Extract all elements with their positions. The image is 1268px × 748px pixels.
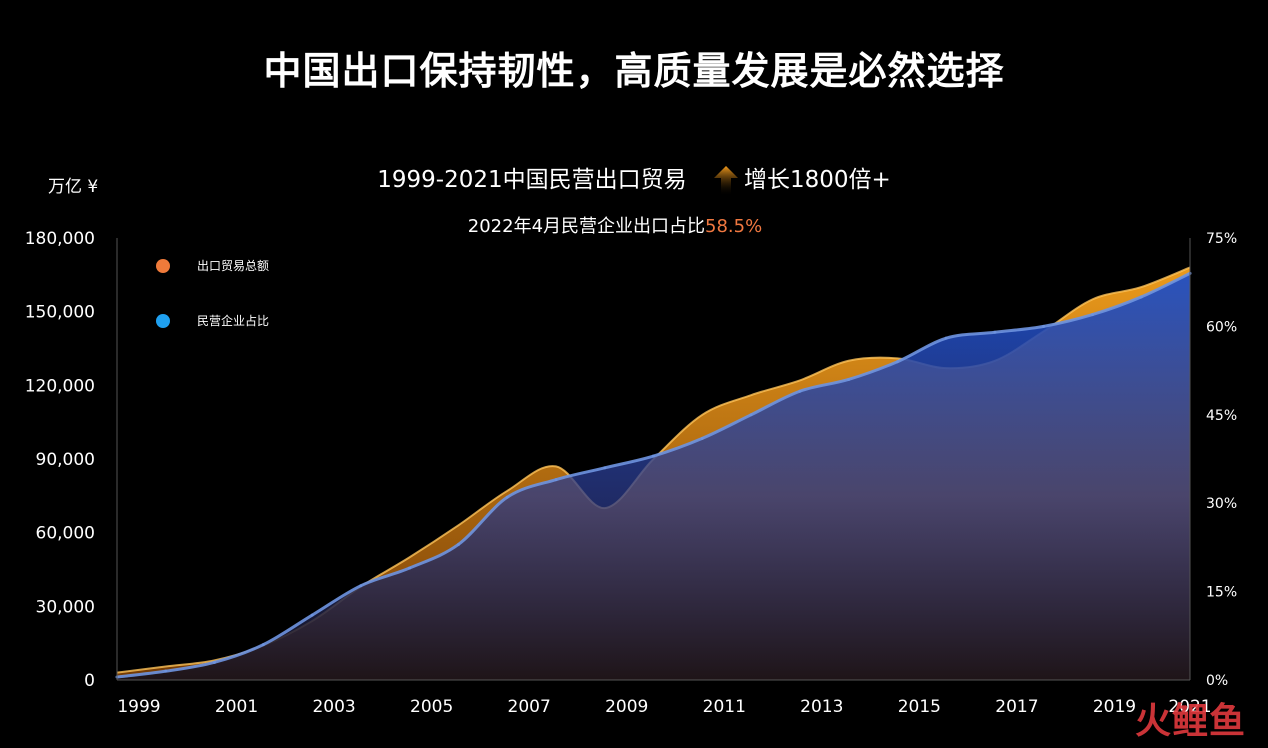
- right-tick-label: 0%: [1206, 673, 1228, 689]
- x-tick-label: 2003: [312, 697, 355, 717]
- share-note-label: 2022年4月民营企业出口占比: [467, 216, 706, 237]
- x-tick-label: 2007: [508, 697, 551, 717]
- left-tick-label: 180,000: [25, 229, 95, 249]
- subtitle-main: 1999-2021中国民营出口贸易: [377, 167, 687, 193]
- x-axis: 1999 2001 2003 2005 2007 2009 2011 2013 2015 2017…: [117, 679, 1212, 717]
- plot-area: [115, 266, 1192, 680]
- x-tick-label: 2011: [703, 697, 746, 717]
- x-tick-label: 1999: [117, 697, 160, 717]
- right-tick-label: 30%: [1206, 496, 1237, 512]
- left-tick-label: 30,000: [36, 597, 95, 617]
- share-note: 2022年4月民营企业出口占比58.5%: [0, 212, 1230, 238]
- right-y-axis: 0% 15% 30% 45% 60% 75%: [1189, 231, 1237, 689]
- left-tick-label: 90,000: [36, 450, 95, 470]
- x-tick-label: 2017: [995, 697, 1038, 717]
- left-tick-label: 60,000: [36, 524, 95, 544]
- series-private-share-point: [456, 542, 460, 546]
- page-title: 中国出口保持韧性，高质量发展是必然选择: [263, 49, 1005, 93]
- series-private-share-point: [164, 669, 168, 673]
- series-private-share-point: [652, 454, 655, 458]
- series-private-share-point: [993, 330, 997, 334]
- series-private-share-point: [749, 413, 753, 417]
- left-y-axis: 0 30,000 60,000 90,000 120,000 150,000 180,000: [25, 229, 118, 691]
- legend-marker: [156, 259, 170, 273]
- series-private-share-point: [505, 495, 509, 499]
- series-private-share-point: [700, 436, 704, 440]
- series-private-share-point: [408, 566, 412, 570]
- right-tick-label: 45%: [1206, 408, 1237, 424]
- series-private-share-point: [1139, 295, 1143, 299]
- x-tick-label: 2021: [1168, 697, 1211, 717]
- x-tick-label: 2009: [605, 697, 648, 717]
- series-private-share-point: [798, 389, 802, 393]
- legend-label: 出口贸易总额: [197, 259, 269, 273]
- x-tick-label: 2005: [410, 697, 453, 717]
- series-private-share-point: [895, 360, 899, 364]
- series-private-share-point: [310, 613, 314, 617]
- series-private-share-point: [1042, 324, 1046, 328]
- right-tick-label: 60%: [1206, 319, 1237, 335]
- left-tick-label: 0: [84, 671, 95, 691]
- series-private-share-point: [1090, 313, 1094, 317]
- series-private-share-point: [261, 643, 265, 647]
- left-tick-label: 120,000: [25, 376, 95, 396]
- x-tick-label: 2001: [215, 697, 258, 717]
- right-tick-label: 15%: [1206, 585, 1237, 601]
- x-tick-label: 2013: [800, 697, 843, 717]
- watermark-logo: 火鲤鱼: [1134, 701, 1246, 742]
- up-arrow-icon: [713, 165, 738, 196]
- x-tick-label: 2015: [898, 697, 941, 717]
- chart-subtitle: 1999-2021中国民营出口贸易 增长1800倍+: [0, 160, 1268, 196]
- series-private-share-point: [554, 478, 558, 482]
- y-axis-unit: 万亿 ¥: [48, 177, 99, 197]
- series-private-share-point: [847, 377, 851, 381]
- share-note-value: 58.5%: [705, 216, 763, 237]
- legend-label: 民营企业占比: [197, 313, 269, 328]
- series-private-share-area: [117, 273, 1190, 680]
- legend-marker: [156, 314, 170, 328]
- right-tick-label: 75%: [1206, 231, 1237, 247]
- left-tick-label: 150,000: [25, 303, 95, 323]
- series-private-share-point: [944, 336, 948, 340]
- subtitle-growth: 增长1800倍+: [743, 167, 891, 193]
- series-private-share-point: [603, 466, 607, 470]
- series-private-share-point: [213, 660, 217, 664]
- x-tick-label: 2019: [1093, 697, 1136, 717]
- series-private-share-point: [359, 584, 363, 588]
